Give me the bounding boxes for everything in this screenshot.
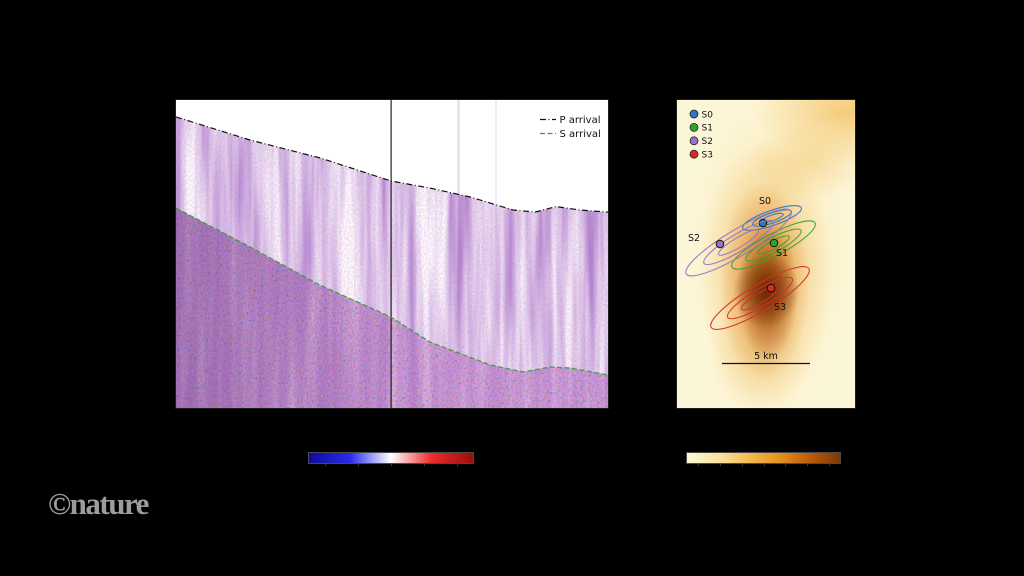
legend-label-s1: S1 [702, 124, 713, 134]
s3-uncertainty-ellipse [740, 285, 780, 311]
s3-location-dot [766, 283, 776, 293]
colorbar-tick [741, 463, 743, 466]
legend-label-s2: S2 [702, 137, 713, 147]
legend-dot-s2 [689, 136, 699, 146]
seismic-colorbar [308, 452, 474, 466]
colorbar-tick [391, 463, 392, 466]
legend-dot-s1 [689, 122, 699, 132]
s3-uncertainty-ellipse [726, 276, 794, 320]
seismic-panel: P arrival S arrival [175, 99, 609, 409]
legend-dot-s0 [689, 109, 699, 119]
colorbar-tick [358, 463, 360, 466]
colorbar-tick [719, 463, 721, 466]
legend-label: S arrival [560, 129, 601, 140]
colorbar-tick [456, 463, 458, 466]
s3-label: S3 [774, 302, 786, 313]
legend-label-s0: S0 [702, 110, 714, 120]
map-plot: S0 S1 S2 S3 S0 S1 S2 S3 5 km [685, 109, 816, 365]
s2-uncertainty-ellipse [703, 219, 774, 266]
s-arrival-line [176, 207, 608, 376]
scalebar-label: 5 km [754, 351, 778, 362]
s1-label: S1 [776, 248, 788, 259]
colorbar-tick [829, 463, 831, 466]
legend-label-s3: S3 [702, 151, 713, 161]
colorbar-tick [807, 463, 809, 466]
p-arrival-line [176, 116, 608, 213]
s0-label: S0 [759, 196, 771, 207]
legend-label: P arrival [560, 115, 601, 126]
s0-uncertainty-ellipse [742, 205, 802, 231]
seismic-plot: P arrival S arrival [176, 100, 608, 408]
colorbar-tick [785, 463, 787, 466]
colorbar-tick [325, 463, 327, 466]
nature-watermark: ©nature [48, 486, 149, 521]
s2-uncertainty-ellipse [717, 229, 760, 256]
s1-uncertainty-ellipse [745, 228, 802, 262]
s3-uncertainty-ellipse [710, 266, 810, 330]
s1-uncertainty-ellipse [731, 220, 816, 270]
legend-dot-s3 [689, 149, 699, 159]
map-colorbar [686, 452, 841, 466]
s2-uncertainty-ellipse [685, 208, 792, 277]
s2-label: S2 [688, 233, 700, 244]
colorbar-tick [423, 463, 425, 466]
s1-location-dot [769, 238, 779, 248]
map-panel: S0 S1 S2 S3 S0 S1 S2 S3 5 km [676, 99, 856, 409]
colorbar-tick [763, 463, 765, 466]
s2-location-dot [715, 239, 725, 249]
colorbar-tick [697, 463, 699, 466]
